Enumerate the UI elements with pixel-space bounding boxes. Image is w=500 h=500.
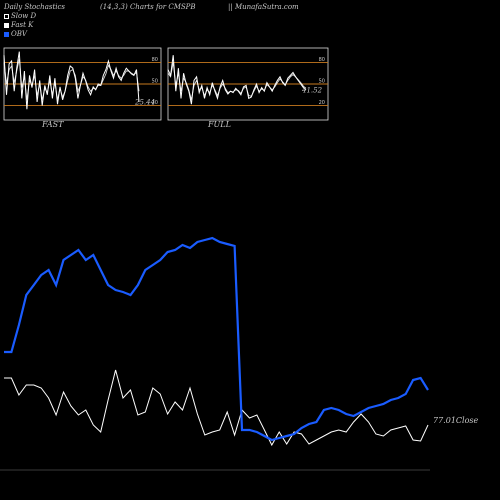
close-price-line — [4, 369, 429, 447]
fast-k-swatch — [4, 23, 9, 28]
full-tick-label: 50 — [319, 79, 325, 85]
obv-line — [4, 236, 429, 442]
fast-fast-k-line — [3, 51, 140, 110]
fast-tick-label: 80 — [152, 57, 158, 63]
close-label: 77.01Close — [433, 416, 479, 425]
chart-params: (14,3,3) Charts for CMSPB — [100, 3, 196, 11]
site-name: || MunafaSutra.com — [228, 3, 299, 11]
full-tick-label: 20 — [319, 100, 325, 106]
fast-tick-label: 20 — [152, 100, 158, 106]
fast-panel-label: FAST — [42, 120, 64, 129]
fast-slow-d-line — [3, 58, 140, 100]
legend-item-slow-d: Slow D — [4, 12, 36, 21]
fast-last-value-label: 25.44 — [134, 99, 155, 107]
legend: Slow D Fast K OBV — [4, 12, 36, 39]
fast-tick-label: 50 — [152, 79, 158, 85]
full-tick-label: 80 — [319, 57, 325, 63]
obv-swatch — [4, 32, 9, 37]
full-last-value-label: 41.52 — [301, 86, 323, 94]
legend-label: Slow D — [11, 12, 37, 20]
full-slow-d-line — [167, 62, 307, 100]
legend-item-obv: OBV — [4, 30, 36, 39]
slow-d-swatch — [4, 14, 9, 19]
legend-label: OBV — [11, 30, 27, 38]
legend-item-fast-k: Fast K — [4, 21, 36, 30]
legend-label: Fast K — [11, 21, 34, 29]
full-panel-label: FULL — [208, 120, 231, 129]
chart-title: Daily Stochastics — [4, 3, 66, 11]
